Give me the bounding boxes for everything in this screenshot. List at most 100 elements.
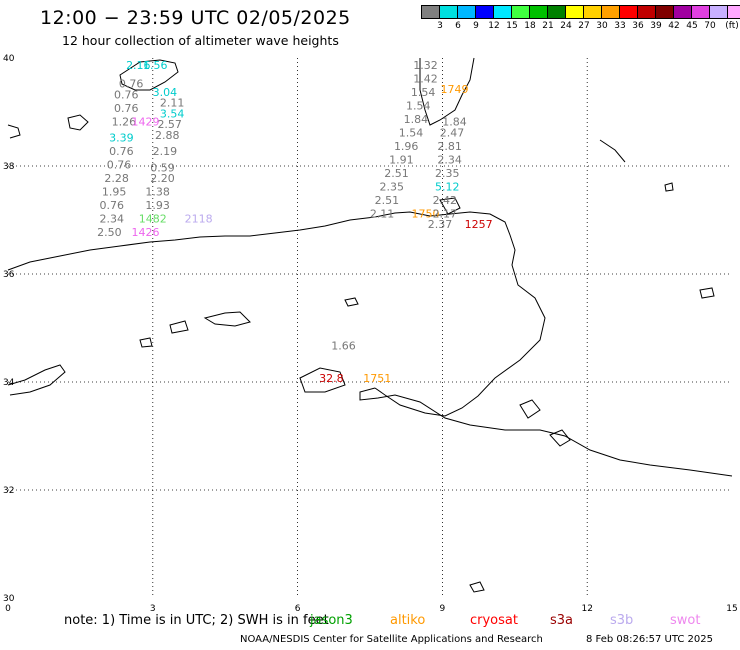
wave-height-label: 1257 — [465, 218, 493, 231]
coastline — [344, 297, 359, 307]
wave-height-label: 1751 — [363, 372, 391, 385]
satellite-legend-swot: swot — [670, 613, 701, 628]
wave-height-label: 2.16 — [126, 59, 151, 72]
wave-height-label: 2.17 — [433, 207, 458, 220]
wave-height-label: 2.81 — [437, 140, 462, 153]
coastline — [469, 581, 485, 593]
wave-height-label: 1749 — [440, 83, 468, 96]
wave-height-label: 2.42 — [433, 194, 458, 207]
y-tick-label: 36 — [3, 270, 15, 280]
wave-height-label: 1.54 — [399, 126, 424, 139]
wave-height-label: 3.04 — [153, 86, 178, 99]
wave-height-label: 1429 — [132, 116, 160, 129]
wave-height-label: 2.50 — [97, 226, 122, 239]
wave-height-label: 1.54 — [406, 99, 431, 112]
colorbar-label: 3 — [437, 21, 443, 31]
wave-height-label: 1.95 — [102, 186, 127, 199]
colorbar-label: 18 — [524, 21, 536, 31]
coastline — [203, 311, 251, 327]
coastline — [599, 139, 626, 163]
colorbar-cell — [727, 5, 740, 19]
colorbar-label: 33 — [614, 21, 626, 31]
coastline — [7, 124, 21, 139]
wave-height-label: 2.11 — [160, 97, 185, 110]
wave-height-label: 0.59 — [150, 161, 175, 174]
wave-height-label: 1.84 — [404, 113, 429, 126]
colorbar-label: 12 — [488, 21, 500, 31]
coastline — [549, 429, 571, 447]
coastline — [664, 182, 674, 192]
wave-height-label: 1.38 — [145, 186, 170, 199]
wave-height-label: 1.26 — [112, 116, 137, 129]
wave-height-label: 1.32 — [413, 59, 438, 72]
satellite-legend-s3b: s3b — [610, 613, 634, 628]
note-row: note: 1) Time is in UTC; 2) SWH is in fe… — [0, 613, 740, 629]
colorbar-label: 30 — [596, 21, 608, 31]
coastline — [699, 287, 715, 299]
wave-height-label: 1.56 — [143, 59, 168, 72]
timestamp-text: 8 Feb 08:26:57 UTC 2025 — [586, 634, 713, 645]
wave-height-label: 5.12 — [435, 180, 460, 193]
coastline — [299, 367, 346, 393]
coastline — [119, 59, 179, 91]
credit-text: NOAA/NESDIS Center for Satellite Applica… — [240, 634, 543, 645]
colorbar-labels: 3 6 9 12 15 18 21 24 27 30 33 36 39 42 45 70 (ft) — [422, 21, 740, 33]
wave-height-colorbar — [421, 5, 740, 19]
map-title: 12:00 − 23:59 UTC 02/05/2025 — [40, 7, 351, 29]
colorbar-label: 36 — [632, 21, 644, 31]
wave-height-label: 2118 — [185, 213, 213, 226]
x-tick-label: 9 — [440, 604, 446, 614]
wave-height-label: 0.76 — [114, 102, 139, 115]
wave-height-label: 1.42 — [413, 72, 438, 85]
x-tick-label: 0 — [5, 604, 11, 614]
wave-height-label: 2.34 — [100, 213, 125, 226]
coastline — [67, 114, 89, 131]
coastline — [419, 57, 475, 126]
y-tick-label: 32 — [3, 486, 14, 496]
satellite-legend-cryosat: cryosat — [470, 613, 518, 628]
wave-height-label: 3.54 — [160, 107, 185, 120]
wave-height-label: 1.93 — [145, 199, 170, 212]
coastline — [519, 399, 541, 419]
coastline — [7, 211, 546, 417]
colorbar-label: 45 — [686, 21, 698, 31]
wave-height-label: 2.28 — [104, 172, 129, 185]
wave-height-label: 2.88 — [155, 129, 180, 142]
wave-height-label: 0.76 — [119, 78, 144, 91]
wave-height-label: 1.66 — [331, 340, 356, 353]
wave-height-label: 2.37 — [428, 218, 453, 231]
colorbar-label: 9 — [473, 21, 479, 31]
wave-height-label: 1426 — [132, 226, 160, 239]
wave-height-label: 2.11 — [370, 207, 395, 220]
wave-height-label: 3.39 — [109, 132, 134, 145]
wave-height-label: 0.76 — [107, 159, 132, 172]
colorbar-label: 21 — [542, 21, 554, 31]
colorbar-label: 15 — [506, 21, 518, 31]
x-tick-label: 3 — [150, 604, 156, 614]
x-tick-label: 12 — [581, 604, 592, 614]
y-tick-label: 38 — [3, 162, 15, 172]
satellite-legend-s3a: s3a — [550, 613, 574, 628]
wave-height-label: 2.51 — [375, 194, 400, 207]
wave-height-label: 1750 — [412, 207, 440, 220]
wave-height-label: 0.76 — [114, 89, 139, 102]
note-text: note: 1) Time is in UTC; 2) SWH is in fe… — [64, 613, 329, 628]
wave-height-label: 2.35 — [379, 180, 404, 193]
wave-height-label: 0.76 — [109, 145, 134, 158]
wave-height-label: 32.8 — [319, 372, 344, 385]
x-tick-label: 6 — [295, 604, 301, 614]
coastline — [169, 320, 189, 334]
colorbar-label: (ft) — [725, 21, 739, 31]
y-tick-label: 34 — [3, 378, 15, 388]
wave-height-label: 2.19 — [153, 145, 178, 158]
coastline — [439, 197, 461, 215]
wave-height-label: 2.20 — [150, 172, 175, 185]
map-subtitle: 12 hour collection of altimeter wave hei… — [62, 33, 339, 48]
wave-height-label: 2.51 — [384, 167, 409, 180]
wave-height-label: 2.35 — [435, 167, 460, 180]
colorbar-label: 24 — [560, 21, 572, 31]
coastline — [359, 387, 733, 477]
wave-height-label: 1.54 — [411, 86, 436, 99]
wave-height-label: 1.96 — [394, 140, 419, 153]
